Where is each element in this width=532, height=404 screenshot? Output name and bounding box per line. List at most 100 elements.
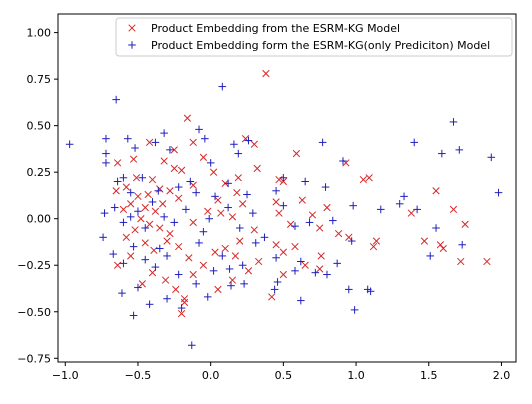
data-point-x	[292, 149, 301, 158]
data-point-x	[127, 252, 135, 260]
data-point-x	[119, 205, 128, 214]
data-point-plus	[494, 188, 503, 197]
data-point-x	[211, 248, 219, 256]
x-axis: −1.0 −0.5 0.0 0.5 1.0 1.5 2.0	[52, 362, 510, 382]
data-point-x	[432, 187, 440, 195]
data-point-plus	[238, 261, 247, 270]
data-point-plus	[243, 190, 251, 199]
data-point-x	[170, 146, 178, 154]
data-point-plus	[272, 253, 280, 262]
data-point-x	[134, 192, 142, 201]
data-point-x	[436, 241, 445, 249]
data-point-x	[163, 237, 171, 245]
data-point-plus	[400, 192, 408, 201]
x-tick-label: 0.5	[275, 369, 293, 382]
points-layer	[65, 69, 503, 350]
data-point-x	[144, 190, 152, 199]
data-point-x	[483, 257, 491, 266]
data-point-plus	[100, 209, 109, 217]
data-point-plus	[458, 240, 467, 249]
data-point-x	[228, 213, 237, 221]
data-point-x	[221, 244, 229, 253]
data-point-plus	[410, 138, 419, 147]
y-tick-label: 0.00	[27, 213, 52, 226]
legend-marker-plus	[128, 41, 136, 49]
x-tick-label: 1.0	[347, 369, 365, 382]
data-point-plus	[131, 144, 139, 152]
x-tick-label: 1.5	[420, 369, 438, 382]
data-point-plus	[129, 311, 138, 320]
data-point-x	[461, 220, 469, 228]
data-point-x	[217, 209, 225, 217]
data-point-x	[345, 233, 353, 241]
data-point-plus	[118, 289, 126, 297]
data-point-plus	[297, 296, 305, 305]
data-point-x	[159, 200, 167, 208]
data-point-x	[209, 168, 218, 176]
series-1	[112, 69, 491, 318]
data-point-plus	[138, 173, 147, 182]
legend-box	[115, 17, 513, 57]
data-point-plus	[186, 177, 195, 186]
data-point-x	[291, 242, 299, 251]
data-point-plus	[279, 173, 288, 182]
data-point-x	[177, 309, 186, 318]
data-point-x	[334, 229, 343, 238]
data-point-plus	[199, 227, 208, 236]
data-point-x	[129, 155, 138, 163]
data-point-plus	[225, 265, 234, 273]
data-point-plus	[192, 280, 200, 288]
data-point-plus	[141, 255, 150, 264]
data-point-plus	[113, 177, 122, 186]
data-point-x	[189, 138, 197, 147]
data-point-x	[268, 293, 276, 301]
data-point-plus	[323, 270, 331, 279]
data-point-x	[185, 254, 193, 262]
data-point-plus	[123, 134, 132, 143]
data-point-plus	[455, 146, 464, 154]
data-point-plus	[291, 222, 299, 230]
data-point-plus	[209, 267, 218, 275]
data-point-x	[457, 257, 465, 266]
data-point-x	[151, 207, 160, 215]
data-point-x	[254, 257, 263, 266]
data-point-plus	[102, 134, 110, 143]
data-point-plus	[163, 294, 171, 303]
data-point-plus	[119, 173, 128, 182]
data-point-x	[161, 276, 170, 284]
data-point-x	[250, 226, 258, 234]
data-point-plus	[163, 252, 171, 260]
data-point-x	[175, 194, 183, 202]
data-point-x	[272, 198, 280, 206]
data-point-x	[141, 239, 149, 247]
data-point-x	[359, 175, 367, 184]
data-point-plus	[160, 129, 168, 137]
data-point-plus	[279, 201, 288, 210]
data-point-x	[180, 298, 189, 307]
data-point-x	[317, 252, 325, 260]
data-point-plus	[151, 138, 160, 147]
data-point-plus	[160, 213, 168, 221]
data-point-plus	[227, 281, 235, 290]
data-point-plus	[148, 198, 157, 206]
legend-label: Product Embedding form the ESRM-KG(only …	[151, 39, 490, 52]
data-point-x	[160, 157, 168, 165]
data-point-plus	[205, 214, 214, 223]
data-point-plus	[260, 233, 269, 242]
data-point-plus	[166, 146, 174, 154]
x-tick-label: 2.0	[493, 369, 511, 382]
data-point-plus	[145, 300, 154, 309]
data-point-x	[112, 187, 120, 195]
data-point-plus	[192, 188, 200, 197]
data-point-x	[275, 209, 283, 217]
data-point-plus	[318, 138, 327, 147]
data-point-x	[231, 252, 240, 260]
data-point-x	[214, 285, 222, 294]
data-point-plus	[151, 263, 160, 271]
data-point-plus	[305, 218, 314, 227]
data-point-plus	[203, 293, 212, 301]
data-point-plus	[126, 188, 135, 197]
data-point-x	[156, 224, 164, 232]
data-point-plus	[349, 201, 357, 210]
y-tick-label: −0.50	[17, 306, 51, 319]
